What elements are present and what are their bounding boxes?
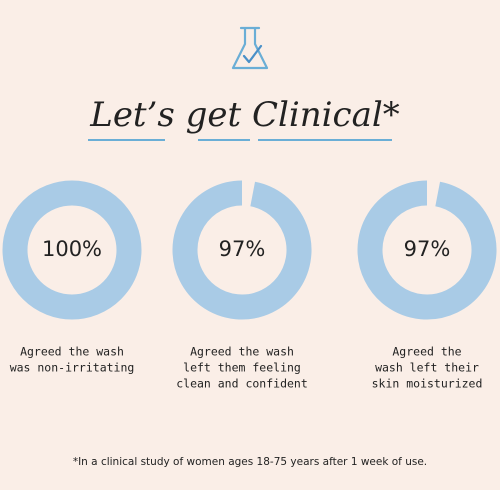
caption: Agreed the [392, 345, 461, 359]
caption: clean and confident [176, 377, 308, 391]
donut-arc [357, 180, 497, 320]
value-label: 97% [219, 237, 266, 261]
donut-ring [2, 180, 142, 320]
caption: skin moisturized [372, 377, 483, 391]
title: Let’s get Clinical* [89, 95, 400, 135]
caption: was non-irritating [10, 361, 135, 375]
footnote: *In a clinical study of women ages 18-75… [73, 456, 427, 468]
caption: Agreed the wash [20, 345, 124, 359]
caption: wash left their [375, 361, 479, 375]
value-label: 97% [404, 237, 451, 261]
caption: Agreed the wash [190, 345, 294, 359]
flask-icon [231, 26, 269, 70]
donut-arc [172, 180, 312, 320]
caption: left them feeling [183, 361, 301, 375]
value-label: 100% [42, 237, 102, 261]
